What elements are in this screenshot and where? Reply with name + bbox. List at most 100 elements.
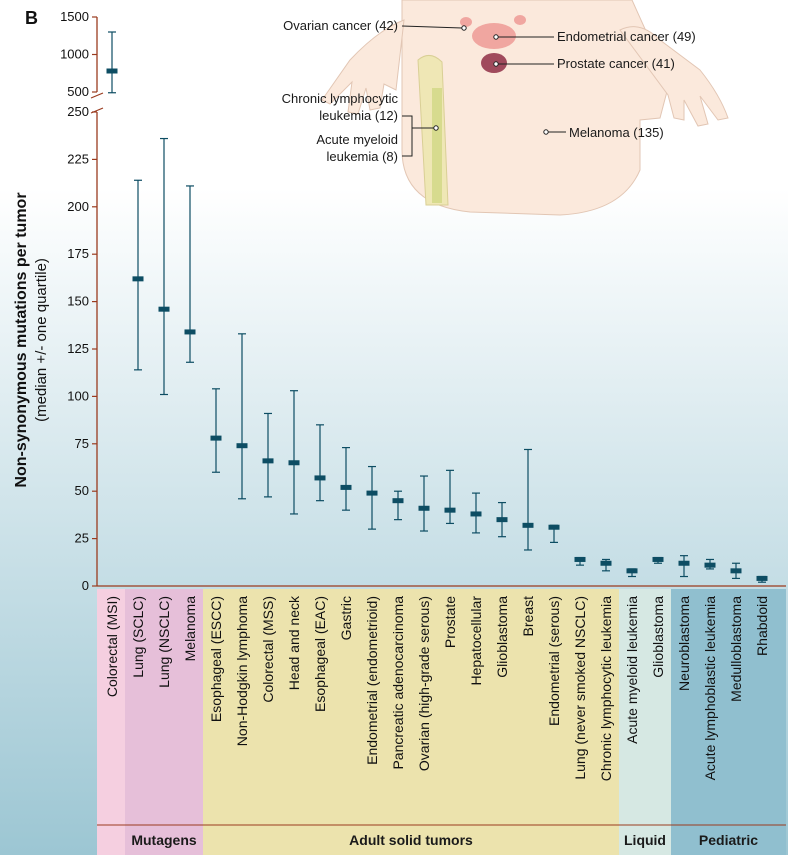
- left-hand: [321, 19, 405, 115]
- y-tick-label: 250: [67, 104, 89, 119]
- median-marker: [366, 490, 378, 496]
- y-axis-sublabel: (median +/- one quartile): [33, 258, 50, 422]
- leader-aml: [402, 128, 413, 157]
- annotation-melanoma: Melanoma (135): [569, 125, 664, 140]
- axes: 0 25 50 75 100 125 150 175 200 225 250 500 1000 1500: [60, 9, 786, 593]
- median-marker: [574, 556, 586, 562]
- median-marker: [704, 562, 716, 568]
- category-labels: Colorectal (MSI) Lung (SCLC) Lung (NSCLC) M…: [104, 595, 770, 781]
- category-label: Gastric: [338, 596, 354, 640]
- category-label: Esophageal (ESCC): [208, 596, 224, 722]
- body-illustration: [321, 0, 729, 216]
- category-label: Endometrial (serous): [546, 596, 562, 726]
- median-marker: [184, 329, 196, 335]
- y-tick-label: 150: [67, 294, 89, 309]
- group-band: [125, 589, 203, 855]
- ovary-right: [514, 15, 526, 25]
- category-label: Prostate: [442, 596, 458, 648]
- median-marker: [392, 498, 404, 504]
- median-marker: [678, 560, 690, 566]
- marker-melanoma: [543, 129, 549, 135]
- category-label: Lung (never smoked NSCLC): [572, 596, 588, 780]
- annotations: Ovarian cancer (42) Endometrial cancer (…: [282, 18, 696, 164]
- median-marker: [262, 458, 274, 464]
- category-label: Glioblastoma: [494, 596, 510, 678]
- y-tick-label: 50: [75, 483, 89, 498]
- annotation-prostate: Prostate cancer (41): [557, 56, 675, 71]
- group-band: [203, 589, 619, 855]
- y-tick-label: 175: [67, 246, 89, 261]
- y-tick-label: 1500: [60, 9, 89, 24]
- group-label: Pediatric: [699, 832, 758, 848]
- category-label: Melanoma: [182, 596, 198, 662]
- median-marker: [756, 575, 768, 581]
- group-label: Adult solid tumors: [349, 832, 473, 848]
- leader-cll: [402, 115, 424, 129]
- category-label: Non-Hodgkin lymphoma: [234, 596, 250, 746]
- category-label: Hepatocellular: [468, 596, 484, 686]
- y-tick-label: 100: [67, 388, 89, 403]
- category-label: Colorectal (MSI): [104, 596, 120, 697]
- y-tick-label: 125: [67, 341, 89, 356]
- category-label: Acute lymphoblastic leukemia: [702, 596, 718, 781]
- y-tick-label: 75: [75, 436, 89, 451]
- median-marker: [236, 443, 248, 449]
- ovary-left: [460, 17, 472, 27]
- panel-label: B: [25, 8, 38, 28]
- torso-silhouette: [401, 0, 671, 216]
- group-bands: [97, 589, 786, 855]
- median-marker: [496, 517, 508, 523]
- category-label: Pancreatic adenocarcinoma: [390, 596, 406, 770]
- median-marker: [652, 556, 664, 562]
- y-tick-label: 0: [82, 578, 89, 593]
- group-labels: Mutagens Adult solid tumors Liquid Pediatri…: [131, 832, 758, 848]
- marker-marrow: [433, 125, 439, 131]
- median-marker: [340, 484, 352, 490]
- median-marker: [626, 568, 638, 574]
- annotation-endometrial: Endometrial cancer (49): [557, 29, 696, 44]
- annotation-aml-line2: leukemia (8): [326, 149, 398, 164]
- median-marker: [418, 505, 430, 511]
- category-label: Acute myeloid leukemia: [624, 596, 640, 744]
- annotation-cll-line1: Chronic lymphocytic: [282, 91, 399, 106]
- marker-endometrial: [493, 34, 499, 40]
- group-label: Liquid: [624, 832, 666, 848]
- category-label: Lung (SCLC): [130, 596, 146, 678]
- category-label: Colorectal (MSS): [260, 596, 276, 703]
- leader-ovarian: [401, 25, 463, 29]
- y-axis-title: Non-synonymous mutations per tumor (medi…: [13, 192, 50, 487]
- right-hand: [619, 26, 729, 127]
- category-label: Medulloblastoma: [728, 596, 744, 702]
- median-marker: [210, 435, 222, 441]
- median-marker: [106, 68, 118, 74]
- group-band: [619, 589, 671, 855]
- median-marker: [470, 511, 482, 517]
- y-tick-label: 200: [67, 199, 89, 214]
- median-marker: [158, 306, 170, 312]
- category-label: Esophageal (EAC): [312, 596, 328, 712]
- bone-marrow: [432, 88, 442, 203]
- marker-ovarian: [461, 25, 467, 31]
- median-marker: [444, 507, 456, 513]
- median-marker: [288, 460, 300, 466]
- y-axis-label: Non-synonymous mutations per tumor: [13, 192, 30, 487]
- y-tick-label: 1000: [60, 47, 89, 62]
- category-label: Glioblastoma: [650, 596, 666, 678]
- marker-prostate: [493, 61, 499, 67]
- category-label: Breast: [520, 596, 536, 637]
- median-marker: [548, 524, 560, 530]
- category-label: Chronic lymphocytic leukemia: [598, 596, 614, 781]
- data-marks: [106, 31, 768, 583]
- group-label: Mutagens: [131, 832, 197, 848]
- category-label: Neuroblastoma: [676, 596, 692, 691]
- y-tick-label: 225: [67, 151, 89, 166]
- y-tick-label: 25: [75, 531, 89, 546]
- y-tick-label: 500: [67, 84, 89, 99]
- category-label: Endometrial (endometrioid): [364, 596, 380, 765]
- median-marker: [730, 568, 742, 574]
- category-label: Rhabdoid: [754, 596, 770, 656]
- annotation-cll-line2: leukemia (12): [319, 108, 398, 123]
- median-marker: [314, 475, 326, 481]
- category-label: Head and neck: [286, 595, 302, 690]
